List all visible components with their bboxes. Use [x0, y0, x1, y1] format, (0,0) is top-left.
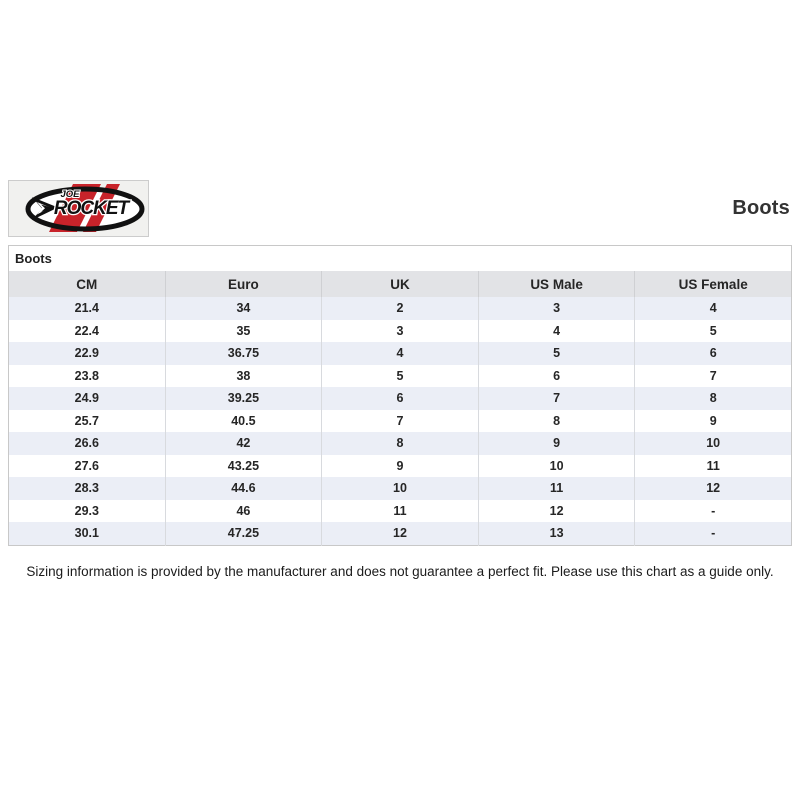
size-cell: 12	[321, 522, 479, 545]
size-cell: 8	[321, 432, 479, 455]
size-cell: 30.1	[8, 522, 166, 545]
size-cell: 5	[321, 364, 479, 387]
table-header-row: CM Euro UK US Male US Female	[8, 271, 792, 297]
size-cell: 29.3	[8, 499, 166, 522]
size-cell: 5	[709, 323, 717, 338]
size-cell: 35	[165, 319, 323, 342]
size-cell: 27.6	[8, 454, 166, 477]
size-cell: 9	[709, 413, 717, 428]
size-cell: 44.6	[165, 477, 323, 500]
size-cell: 2	[321, 297, 479, 320]
sizing-chart-page: JOE ROCKET Boots Boots CM Euro UK US Male US…	[8, 180, 792, 579]
size-cell: 46	[165, 499, 323, 522]
brand-row: JOE ROCKET Boots	[8, 180, 792, 237]
table-row: 27.6 43.25 9 10 11	[8, 454, 792, 477]
size-cell: 8	[478, 409, 636, 432]
size-cell: 6	[478, 364, 636, 387]
size-cell: 34	[165, 297, 323, 320]
table-caption: Boots	[8, 245, 792, 271]
page-title: Boots	[732, 197, 790, 219]
size-cell: 13	[478, 522, 636, 545]
size-cell: 22.4	[8, 319, 166, 342]
column-header: Euro	[165, 271, 323, 297]
table-body: 21.4 34 2 3 4 22.4 35 3 4 5 22.9 36.75 4 5 6 23.8 38 5 6 7 2…	[8, 297, 792, 545]
size-cell: 10	[321, 477, 479, 500]
size-cell: 11	[321, 499, 479, 522]
table-row: 25.7 40.5 7 8 9	[8, 409, 792, 432]
logo-text-joe: JOE	[60, 189, 80, 200]
size-cell: -	[711, 526, 716, 541]
table-row: 23.8 38 5 6 7	[8, 364, 792, 387]
size-cell: 11	[478, 477, 636, 500]
size-cell: 24.9	[8, 387, 166, 410]
size-cell: 4	[709, 301, 717, 316]
size-cell: 25.7	[8, 409, 166, 432]
size-cell: 8	[709, 391, 717, 406]
table-caption-row: Boots	[8, 245, 792, 271]
disclaimer-text: Sizing information is provided by the ma…	[26, 563, 774, 579]
table-row: 30.1 47.25 12 13 -	[8, 522, 792, 545]
table-row: 22.9 36.75 4 5 6	[8, 342, 792, 365]
size-cell: 40.5	[165, 409, 323, 432]
size-cell: 38	[165, 364, 323, 387]
size-cell: 12	[706, 481, 721, 496]
size-cell: 39.25	[165, 387, 323, 410]
table-row: 24.9 39.25 6 7 8	[8, 387, 792, 410]
size-cell: 10	[706, 436, 721, 451]
size-cell: 3	[321, 319, 479, 342]
size-cell: 11	[706, 458, 720, 473]
size-cell: 6	[321, 387, 479, 410]
size-cell: 23.8	[8, 364, 166, 387]
sizing-table: Boots CM Euro UK US Male US Female 21.4 34 2 3 4…	[8, 245, 792, 546]
size-cell: 7	[709, 368, 717, 383]
column-header: US Male	[478, 271, 636, 297]
size-cell: 47.25	[165, 522, 323, 545]
size-cell: 9	[478, 432, 636, 455]
size-cell: 10	[478, 454, 636, 477]
size-cell: 3	[478, 297, 636, 320]
size-cell: 22.9	[8, 342, 166, 365]
logo-text-rocket: ROCKET	[54, 198, 131, 219]
size-cell: 7	[321, 409, 479, 432]
table-row: 21.4 34 2 3 4	[8, 297, 792, 320]
size-cell: -	[711, 503, 716, 518]
joe-rocket-logo: JOE ROCKET	[8, 180, 149, 237]
size-cell: 4	[321, 342, 479, 365]
table-row: 28.3 44.6 10 11 12	[8, 477, 792, 500]
size-cell: 4	[478, 319, 636, 342]
size-cell: 6	[709, 346, 717, 361]
size-cell: 36.75	[165, 342, 323, 365]
column-header: CM	[8, 271, 166, 297]
size-cell: 21.4	[8, 297, 166, 320]
size-cell: 7	[478, 387, 636, 410]
column-header: UK	[321, 271, 479, 297]
size-cell: 9	[321, 454, 479, 477]
table-row: 26.6 42 8 9 10	[8, 432, 792, 455]
table-row: 29.3 46 11 12 -	[8, 499, 792, 522]
joe-rocket-logo-icon: JOE ROCKET	[8, 180, 149, 237]
table-row: 22.4 35 3 4 5	[8, 319, 792, 342]
size-cell: 26.6	[8, 432, 166, 455]
column-header: US Female	[634, 271, 792, 297]
size-cell: 28.3	[8, 477, 166, 500]
size-cell: 12	[478, 499, 636, 522]
size-cell: 5	[478, 342, 636, 365]
size-cell: 43.25	[165, 454, 323, 477]
size-cell: 42	[165, 432, 323, 455]
